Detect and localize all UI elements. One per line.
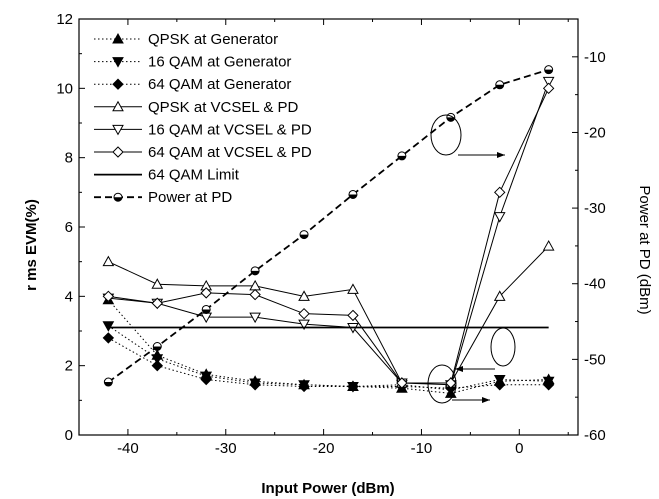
y2-tick-label: -40 bbox=[584, 276, 606, 293]
legend-label: QPSK at Generator bbox=[148, 31, 278, 48]
data-point-3 bbox=[493, 290, 506, 301]
y-axis-title: r ms EVM(%) bbox=[23, 199, 40, 291]
x-tick-label: 0 bbox=[515, 440, 523, 457]
legend-marker bbox=[112, 124, 124, 136]
series-line-7 bbox=[107, 68, 549, 383]
series-line-0 bbox=[107, 299, 549, 394]
legend-marker-fill bbox=[114, 197, 122, 202]
legend-marker bbox=[112, 32, 124, 44]
data-point-5 bbox=[200, 287, 212, 299]
data-point-2 bbox=[298, 380, 310, 393]
annotation-ellipse-power bbox=[430, 114, 462, 156]
legend-label: 64 QAM Limit bbox=[148, 167, 240, 184]
data-point-2 bbox=[347, 380, 359, 393]
data-point-2 bbox=[200, 373, 212, 386]
data-point-3 bbox=[151, 278, 164, 289]
data-point-1 bbox=[151, 354, 164, 365]
x-tick-label: -40 bbox=[117, 440, 139, 457]
annotation-ellipse-generator bbox=[427, 364, 457, 404]
annotation-arrowhead-generator bbox=[482, 397, 490, 403]
legend-marker bbox=[112, 78, 124, 90]
data-point-5 bbox=[102, 290, 115, 303]
legend-label: Power at PD bbox=[148, 189, 232, 206]
data-point-2 bbox=[542, 379, 555, 391]
legend-marker bbox=[112, 100, 124, 112]
annotations bbox=[427, 114, 516, 404]
legend-label: 16 QAM at Generator bbox=[148, 54, 291, 71]
data-point-3 bbox=[347, 283, 359, 294]
legend-marker bbox=[112, 57, 124, 68]
x-tick-label: -10 bbox=[411, 440, 433, 457]
data-point-2 bbox=[102, 332, 115, 344]
data-point-7-fill bbox=[202, 309, 211, 314]
data-point-2 bbox=[494, 379, 506, 391]
data-point-5 bbox=[542, 82, 555, 95]
y-tick-label: 6 bbox=[65, 219, 73, 236]
legend-marker bbox=[112, 146, 124, 158]
data-point-5 bbox=[347, 309, 359, 322]
data-point-3 bbox=[298, 290, 310, 301]
data-point-7-fill bbox=[348, 194, 357, 199]
data-point-3 bbox=[102, 255, 115, 267]
y2-tick-label: -30 bbox=[584, 200, 606, 217]
x-tick-label: -30 bbox=[215, 440, 237, 457]
data-point-7-fill bbox=[397, 155, 406, 160]
data-point-5 bbox=[298, 307, 310, 320]
y-tick-label: 2 bbox=[65, 358, 73, 375]
data-point-7-fill bbox=[495, 84, 504, 89]
data-point-5 bbox=[151, 297, 163, 309]
data-point-5 bbox=[494, 186, 506, 199]
data-point-5 bbox=[445, 377, 457, 389]
annotation-arrowhead-limit bbox=[455, 366, 463, 372]
y-tick-label: 4 bbox=[65, 288, 73, 305]
data-point-2 bbox=[249, 379, 261, 391]
data-point-7-fill bbox=[153, 346, 162, 351]
series-line-1 bbox=[108, 325, 549, 391]
data-point-7-fill bbox=[251, 270, 260, 275]
legend-label: 64 QAM at Generator bbox=[148, 76, 291, 93]
data-point-1 bbox=[102, 321, 115, 332]
data-point-4 bbox=[542, 76, 555, 88]
series-line-2 bbox=[108, 337, 549, 389]
data-point-7-fill bbox=[446, 117, 455, 122]
data-point-3 bbox=[542, 240, 555, 251]
y-tick-label: 12 bbox=[56, 11, 73, 28]
legend: QPSK at Generator 16 QAM at Generator 64 Q… bbox=[94, 31, 312, 206]
annotation-ellipse-limit bbox=[490, 327, 516, 367]
plot-layer: -40 -30 -20 -10 0 0 2 4 6 8 10 12 -10 -20 -30 -40 -50 -60… bbox=[56, 11, 605, 457]
data-point-7-fill bbox=[544, 69, 553, 74]
data-point-5 bbox=[249, 288, 261, 301]
data-point-4 bbox=[249, 312, 261, 324]
legend-label: 64 QAM at VCSEL & PD bbox=[148, 144, 312, 161]
data-point-2 bbox=[151, 359, 163, 372]
y-tick-label: 0 bbox=[65, 427, 73, 444]
y-tick-label: 8 bbox=[65, 150, 73, 167]
y2-tick-label: -60 bbox=[584, 427, 606, 444]
legend-label: 16 QAM at VCSEL & PD bbox=[148, 121, 312, 138]
y2-tick-label: -50 bbox=[584, 351, 606, 368]
series-line-5 bbox=[108, 88, 550, 384]
x-axis-title: Input Power (dBm) bbox=[261, 480, 394, 497]
y2-tick-label: -10 bbox=[584, 49, 606, 66]
y2-tick-label: -20 bbox=[584, 124, 606, 141]
y2-axis-title: Power at PD (dBm) bbox=[636, 185, 653, 314]
legend-label: QPSK at VCSEL & PD bbox=[148, 99, 299, 116]
x-tick-label: -20 bbox=[313, 440, 335, 457]
data-point-7-fill bbox=[300, 234, 309, 239]
series-line-4 bbox=[108, 81, 550, 386]
series-line-3 bbox=[108, 245, 550, 384]
y-tick-label: 10 bbox=[56, 80, 73, 97]
annotation-arrowhead-power bbox=[497, 152, 505, 158]
data-point-4 bbox=[493, 212, 506, 223]
data-point-7-fill bbox=[104, 382, 113, 387]
data-point-4 bbox=[298, 319, 310, 331]
data-point-5 bbox=[396, 377, 408, 389]
